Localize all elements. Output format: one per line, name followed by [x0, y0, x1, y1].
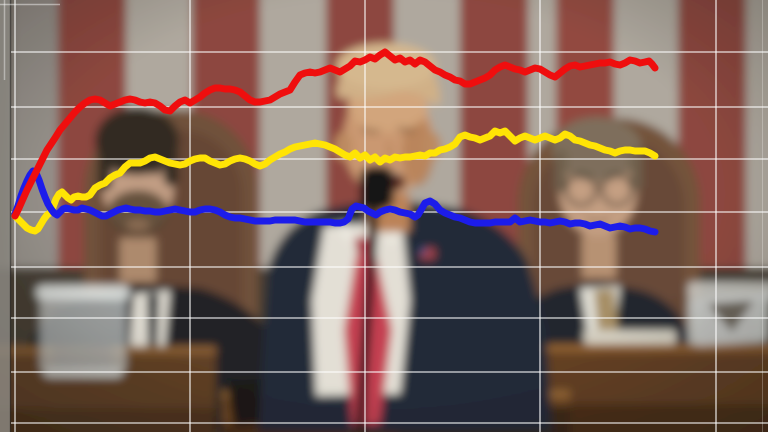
yellow-line: [11, 127, 659, 235]
blue-line: [11, 167, 659, 236]
reaction-lines: [11, 48, 659, 236]
red-line: [11, 48, 659, 220]
